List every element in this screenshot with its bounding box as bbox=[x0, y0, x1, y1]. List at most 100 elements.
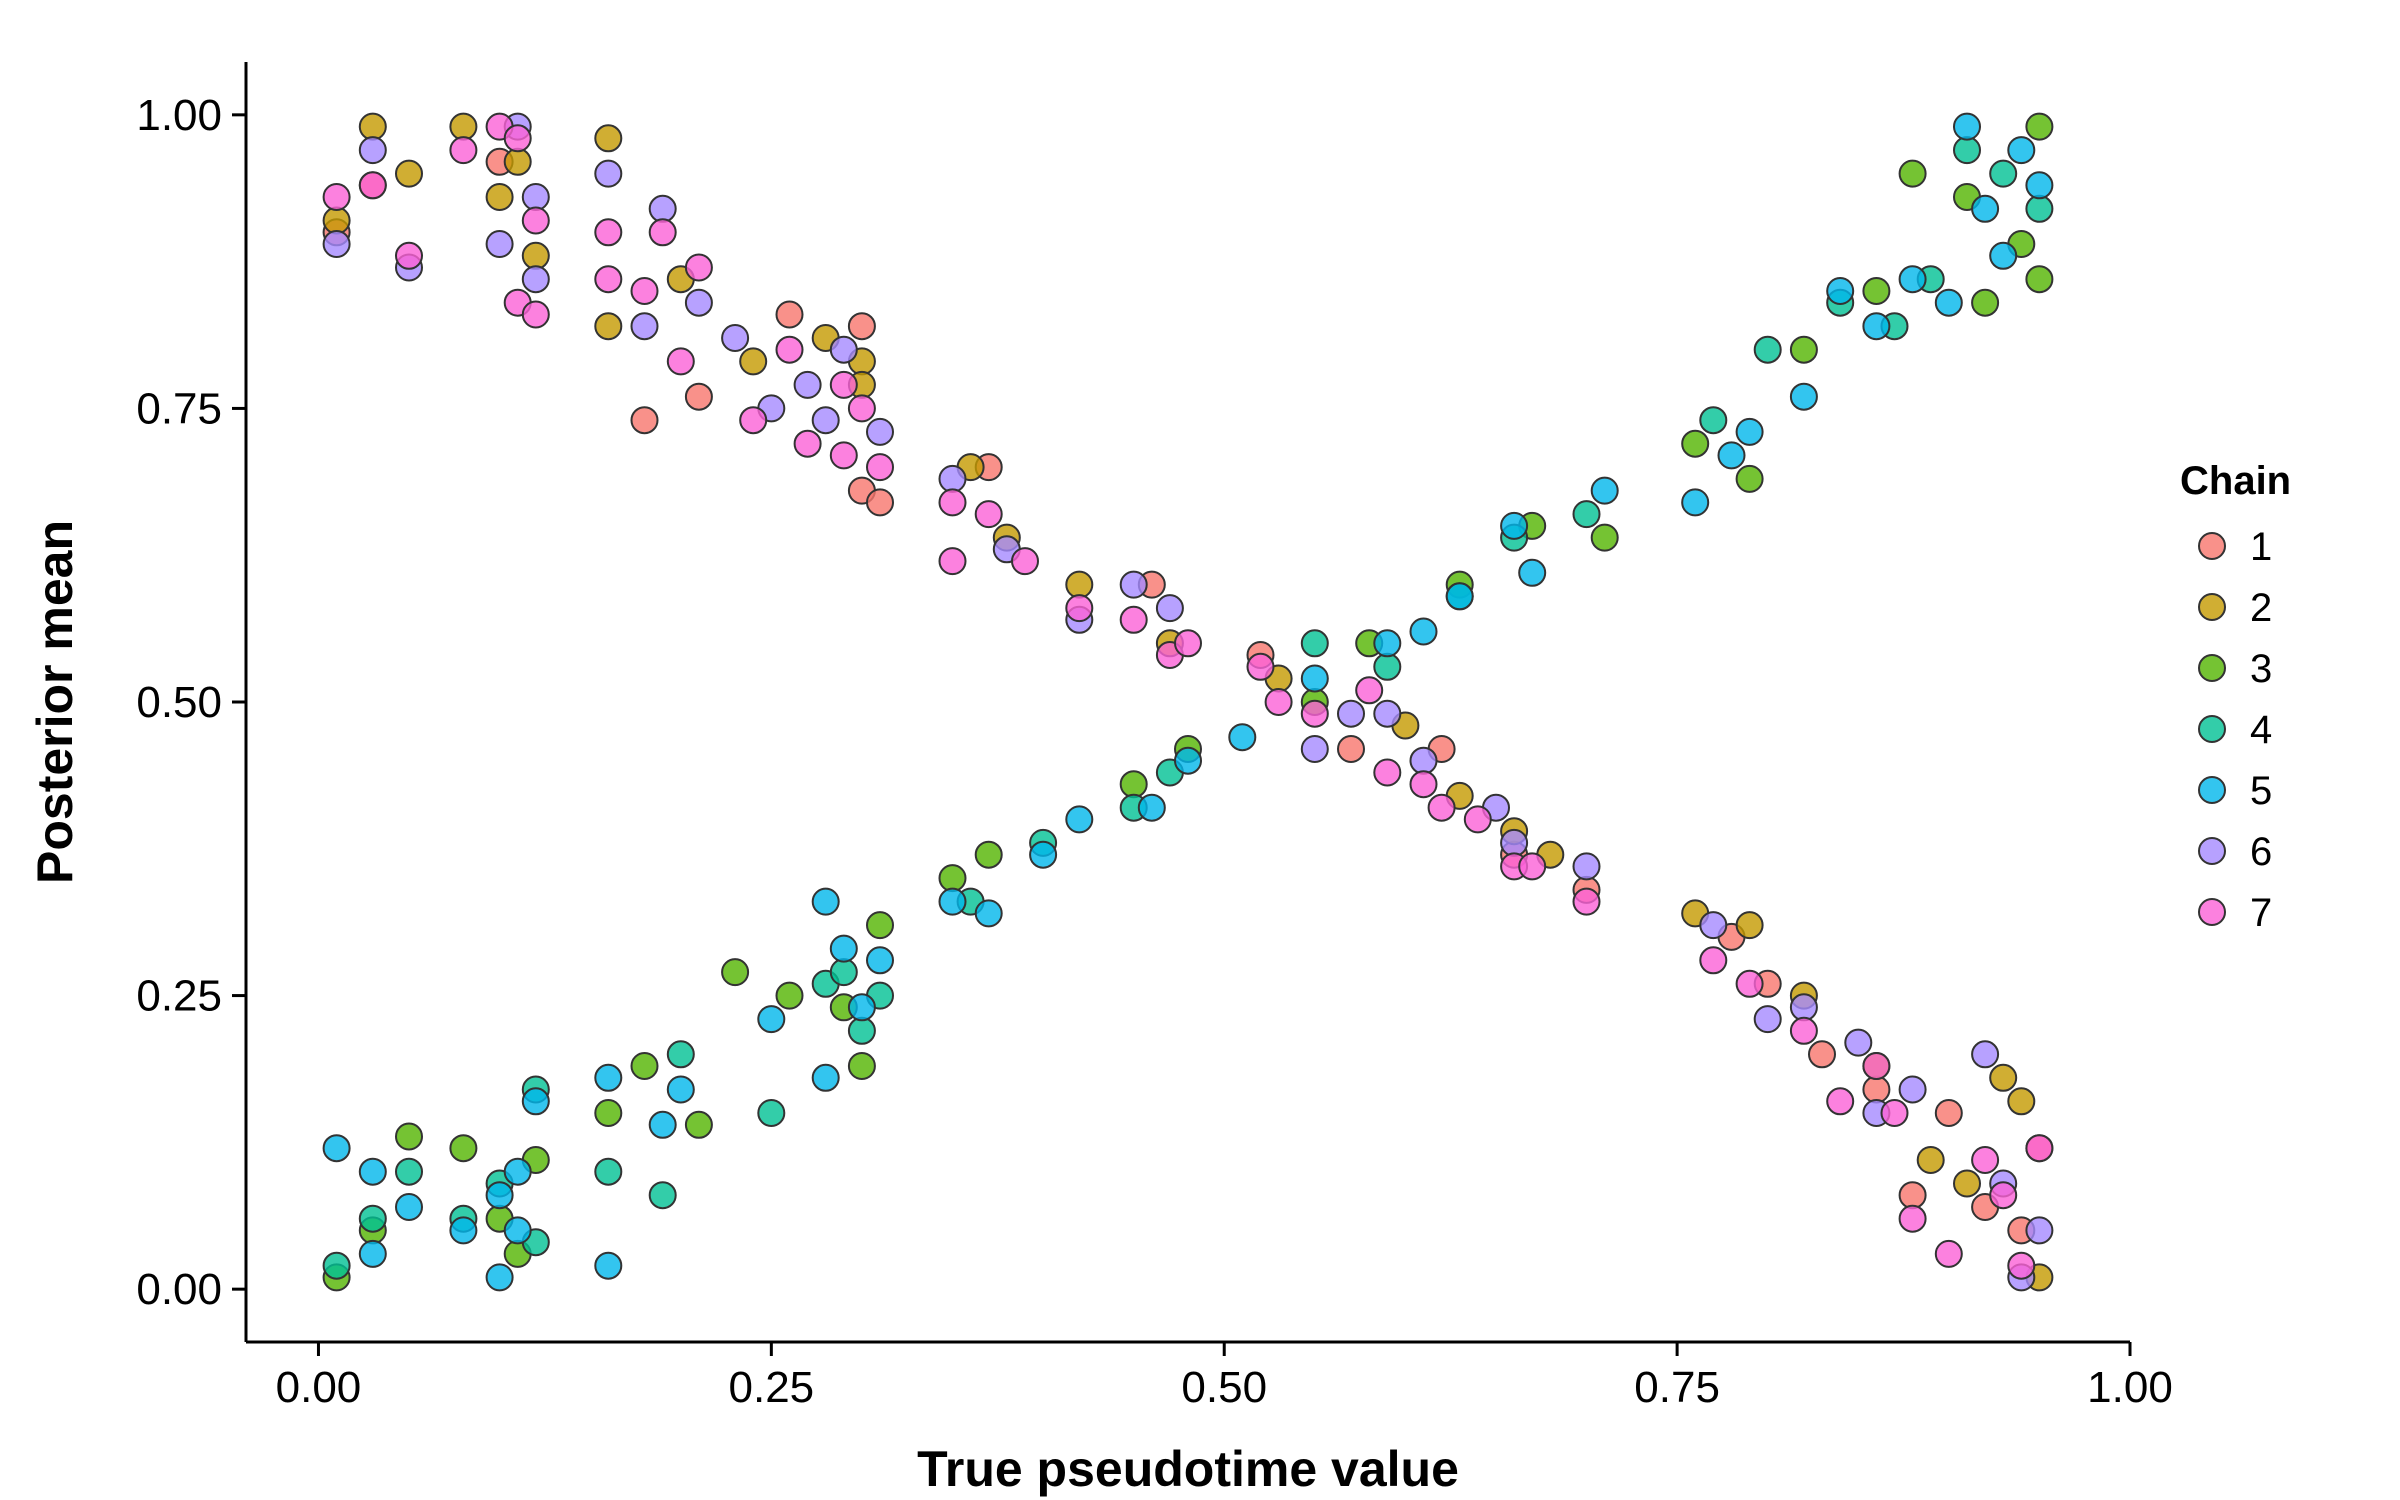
data-point bbox=[1826, 1087, 1855, 1116]
data-point bbox=[1735, 969, 1764, 998]
legend: Chain 1 2 3 4 5 6 7 bbox=[2180, 459, 2291, 935]
data-point bbox=[866, 946, 894, 975]
data-point bbox=[1355, 676, 1384, 705]
data-point bbox=[1119, 770, 1148, 799]
legend-swatch bbox=[2198, 776, 2226, 804]
data-point bbox=[1500, 828, 1529, 857]
data-point bbox=[1735, 417, 1764, 446]
data-point bbox=[811, 1063, 840, 1092]
data-point bbox=[1699, 406, 1728, 435]
data-point bbox=[1246, 652, 1275, 681]
data-point bbox=[594, 1063, 623, 1092]
data-point bbox=[721, 324, 750, 352]
legend-items: 1 2 3 4 5 6 7 bbox=[2198, 525, 2272, 935]
data-point bbox=[866, 911, 894, 940]
y-axis-title: Posterior mean bbox=[27, 520, 83, 884]
data-point bbox=[521, 183, 550, 211]
data-point bbox=[1409, 746, 1438, 775]
data-point bbox=[847, 1052, 876, 1080]
data-point bbox=[1934, 1239, 1963, 1268]
series-chain-6 bbox=[322, 112, 2054, 1292]
y-tick-label: 0.00 bbox=[136, 1265, 222, 1314]
legend-item-1: 1 bbox=[2198, 525, 2272, 569]
data-point bbox=[594, 312, 623, 341]
data-point bbox=[938, 547, 967, 576]
data-point bbox=[1789, 335, 1818, 364]
data-point bbox=[847, 394, 876, 423]
data-point bbox=[847, 1016, 876, 1045]
data-point bbox=[322, 1134, 351, 1163]
data-point bbox=[2007, 1087, 2036, 1116]
data-point bbox=[666, 347, 695, 376]
data-point bbox=[721, 958, 750, 987]
data-point bbox=[358, 136, 387, 165]
data-point bbox=[1898, 159, 1927, 188]
data-point bbox=[1065, 594, 1094, 623]
data-point bbox=[594, 159, 623, 188]
legend-item-7: 7 bbox=[2198, 891, 2272, 935]
data-point bbox=[1862, 1052, 1891, 1080]
data-point bbox=[1029, 840, 1058, 869]
data-point bbox=[358, 1204, 387, 1233]
data-point bbox=[2025, 265, 2054, 294]
data-point bbox=[1971, 1040, 2000, 1069]
data-point bbox=[521, 206, 550, 235]
data-point bbox=[1989, 159, 2018, 188]
data-point bbox=[1735, 464, 1764, 493]
data-point bbox=[1971, 194, 2000, 223]
legend-item-2: 2 bbox=[2198, 586, 2272, 630]
legend-item-6: 6 bbox=[2198, 830, 2272, 874]
data-point bbox=[1862, 277, 1891, 305]
data-point bbox=[1065, 805, 1094, 834]
x-tick-label: 0.75 bbox=[1634, 1363, 1720, 1412]
data-point bbox=[2025, 1216, 2054, 1245]
data-point bbox=[395, 159, 423, 188]
legend-label: 3 bbox=[2250, 647, 2272, 691]
data-point bbox=[793, 370, 822, 399]
data-point bbox=[449, 136, 478, 165]
data-point bbox=[1373, 629, 1402, 658]
data-point bbox=[1717, 441, 1746, 470]
data-point bbox=[666, 1075, 695, 1104]
data-point bbox=[1300, 699, 1329, 728]
data-point bbox=[1409, 770, 1438, 799]
data-point bbox=[648, 1110, 677, 1139]
data-point bbox=[1300, 664, 1329, 693]
data-point bbox=[938, 887, 967, 916]
data-point bbox=[1753, 335, 1782, 364]
legend-item-3: 3 bbox=[2198, 647, 2272, 691]
data-point bbox=[739, 406, 768, 435]
data-point bbox=[503, 1216, 532, 1245]
data-point bbox=[449, 1216, 478, 1245]
data-point bbox=[521, 1087, 550, 1116]
data-point bbox=[1971, 1146, 2000, 1174]
data-point bbox=[630, 312, 659, 341]
data-point bbox=[1898, 1075, 1927, 1104]
x-tick-label: 1.00 bbox=[2087, 1363, 2173, 1412]
data-point bbox=[1789, 1016, 1818, 1045]
data-point bbox=[811, 406, 840, 435]
data-point bbox=[485, 1263, 514, 1292]
x-axis-title: True pseudotime value bbox=[917, 1441, 1459, 1497]
y-tick-label: 0.50 bbox=[136, 678, 222, 727]
data-point bbox=[847, 993, 876, 1022]
legend-swatch bbox=[2198, 593, 2226, 621]
data-point bbox=[630, 406, 659, 435]
legend-swatch bbox=[2198, 532, 2226, 560]
data-point bbox=[1445, 582, 1474, 611]
data-point bbox=[974, 500, 1003, 529]
data-point bbox=[866, 417, 894, 446]
y-tick-label: 0.75 bbox=[136, 384, 222, 433]
legend-label: 4 bbox=[2250, 708, 2272, 752]
data-point bbox=[358, 1239, 387, 1268]
data-point bbox=[938, 864, 967, 893]
legend-swatch bbox=[2198, 654, 2226, 682]
data-point bbox=[1953, 112, 1981, 141]
data-point bbox=[485, 183, 514, 211]
legend-label: 1 bbox=[2250, 525, 2272, 569]
data-point bbox=[521, 241, 550, 270]
data-point bbox=[358, 1157, 387, 1186]
data-point bbox=[358, 171, 387, 200]
data-point bbox=[1155, 594, 1184, 623]
data-point bbox=[811, 887, 840, 916]
